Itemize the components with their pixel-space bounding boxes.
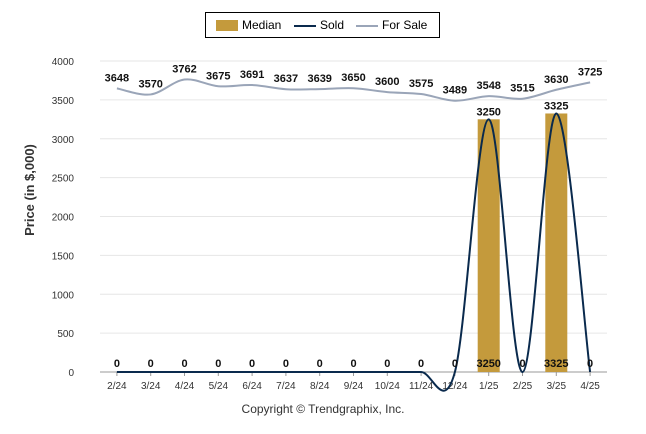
for-sale-data-label: 3548 bbox=[476, 80, 500, 92]
x-tick-label: 6/24 bbox=[242, 381, 262, 392]
sold-data-label: 0 bbox=[452, 358, 458, 370]
sold-data-label: 3250 bbox=[476, 106, 500, 118]
sold-data-label: 3325 bbox=[544, 100, 568, 112]
sold-data-label: 0 bbox=[215, 358, 221, 370]
sold-data-label: 0 bbox=[283, 358, 289, 370]
copyright-footer: Copyright © Trendgraphix, Inc. bbox=[241, 402, 405, 416]
x-tick-label: 4/24 bbox=[175, 381, 195, 392]
for-sale-data-label: 3630 bbox=[544, 74, 568, 86]
y-tick-label: 3500 bbox=[52, 96, 75, 107]
for-sale-data-label: 3762 bbox=[172, 64, 196, 76]
for-sale-data-label: 3675 bbox=[206, 70, 230, 82]
median-data-label: 3325 bbox=[544, 358, 568, 370]
for-sale-line bbox=[116, 78, 591, 102]
y-tick-label: 1000 bbox=[52, 290, 75, 301]
x-tick-label: 11/24 bbox=[409, 381, 434, 392]
x-tick-label: 8/24 bbox=[310, 381, 330, 392]
median-bar bbox=[545, 113, 568, 372]
x-tick-label: 7/24 bbox=[276, 381, 296, 392]
sold-data-label: 0 bbox=[317, 358, 323, 370]
y-tick-label: 3000 bbox=[52, 135, 75, 146]
legend-for-sale-label: For Sale bbox=[382, 18, 428, 32]
sold-swatch bbox=[294, 25, 316, 27]
x-tick-label: 5/24 bbox=[209, 381, 229, 392]
y-tick-label: 2500 bbox=[52, 174, 75, 185]
for-sale-data-label: 3489 bbox=[443, 85, 467, 97]
x-tick-label: 12/24 bbox=[442, 381, 467, 392]
sold-data-label: 0 bbox=[587, 358, 593, 370]
sold-data-label: 0 bbox=[519, 358, 525, 370]
for-sale-data-label: 3570 bbox=[138, 78, 162, 90]
y-tick-label: 2000 bbox=[52, 213, 75, 224]
median-data-label: 3250 bbox=[476, 358, 500, 370]
x-tick-label: 9/24 bbox=[344, 381, 364, 392]
x-tick-label: 3/25 bbox=[547, 381, 567, 392]
for-sale-data-label: 3650 bbox=[341, 72, 365, 84]
legend-median-label: Median bbox=[242, 18, 282, 32]
x-tick-label: 3/24 bbox=[141, 381, 161, 392]
for-sale-data-label: 3637 bbox=[274, 73, 298, 85]
sold-line bbox=[116, 112, 592, 392]
sold-data-label: 0 bbox=[181, 358, 187, 370]
for-sale-data-label: 3600 bbox=[375, 76, 399, 88]
legend-sold-label: Sold bbox=[320, 18, 345, 32]
y-tick-label: 0 bbox=[68, 368, 74, 379]
x-tick-label: 1/25 bbox=[479, 381, 499, 392]
legend: Median Sold For Sale bbox=[205, 12, 440, 38]
for-sale-data-label: 3725 bbox=[578, 66, 602, 78]
median-swatch bbox=[216, 20, 238, 31]
for-sale-swatch bbox=[356, 25, 378, 27]
x-tick-label: 2/24 bbox=[107, 381, 127, 392]
sold-data-label: 0 bbox=[114, 358, 120, 370]
for-sale-data-label: 3648 bbox=[105, 72, 129, 84]
y-tick-label: 1500 bbox=[52, 251, 75, 262]
x-tick-label: 2/25 bbox=[513, 381, 533, 392]
for-sale-data-label: 3515 bbox=[510, 83, 534, 95]
for-sale-data-label: 3639 bbox=[307, 73, 331, 85]
sold-data-label: 0 bbox=[418, 358, 424, 370]
y-tick-label: 500 bbox=[57, 329, 74, 340]
sold-data-label: 0 bbox=[148, 358, 154, 370]
sold-data-label: 0 bbox=[350, 358, 356, 370]
sold-data-label: 0 bbox=[249, 358, 255, 370]
for-sale-data-label: 3575 bbox=[409, 78, 433, 90]
y-tick-label: 4000 bbox=[52, 57, 75, 68]
x-tick-label: 4/25 bbox=[580, 381, 600, 392]
for-sale-data-label: 3691 bbox=[240, 69, 264, 81]
y-axis-label: Price (in $,000) bbox=[22, 144, 37, 236]
sold-data-label: 0 bbox=[384, 358, 390, 370]
x-tick-label: 10/24 bbox=[375, 381, 400, 392]
median-bar bbox=[477, 119, 500, 372]
